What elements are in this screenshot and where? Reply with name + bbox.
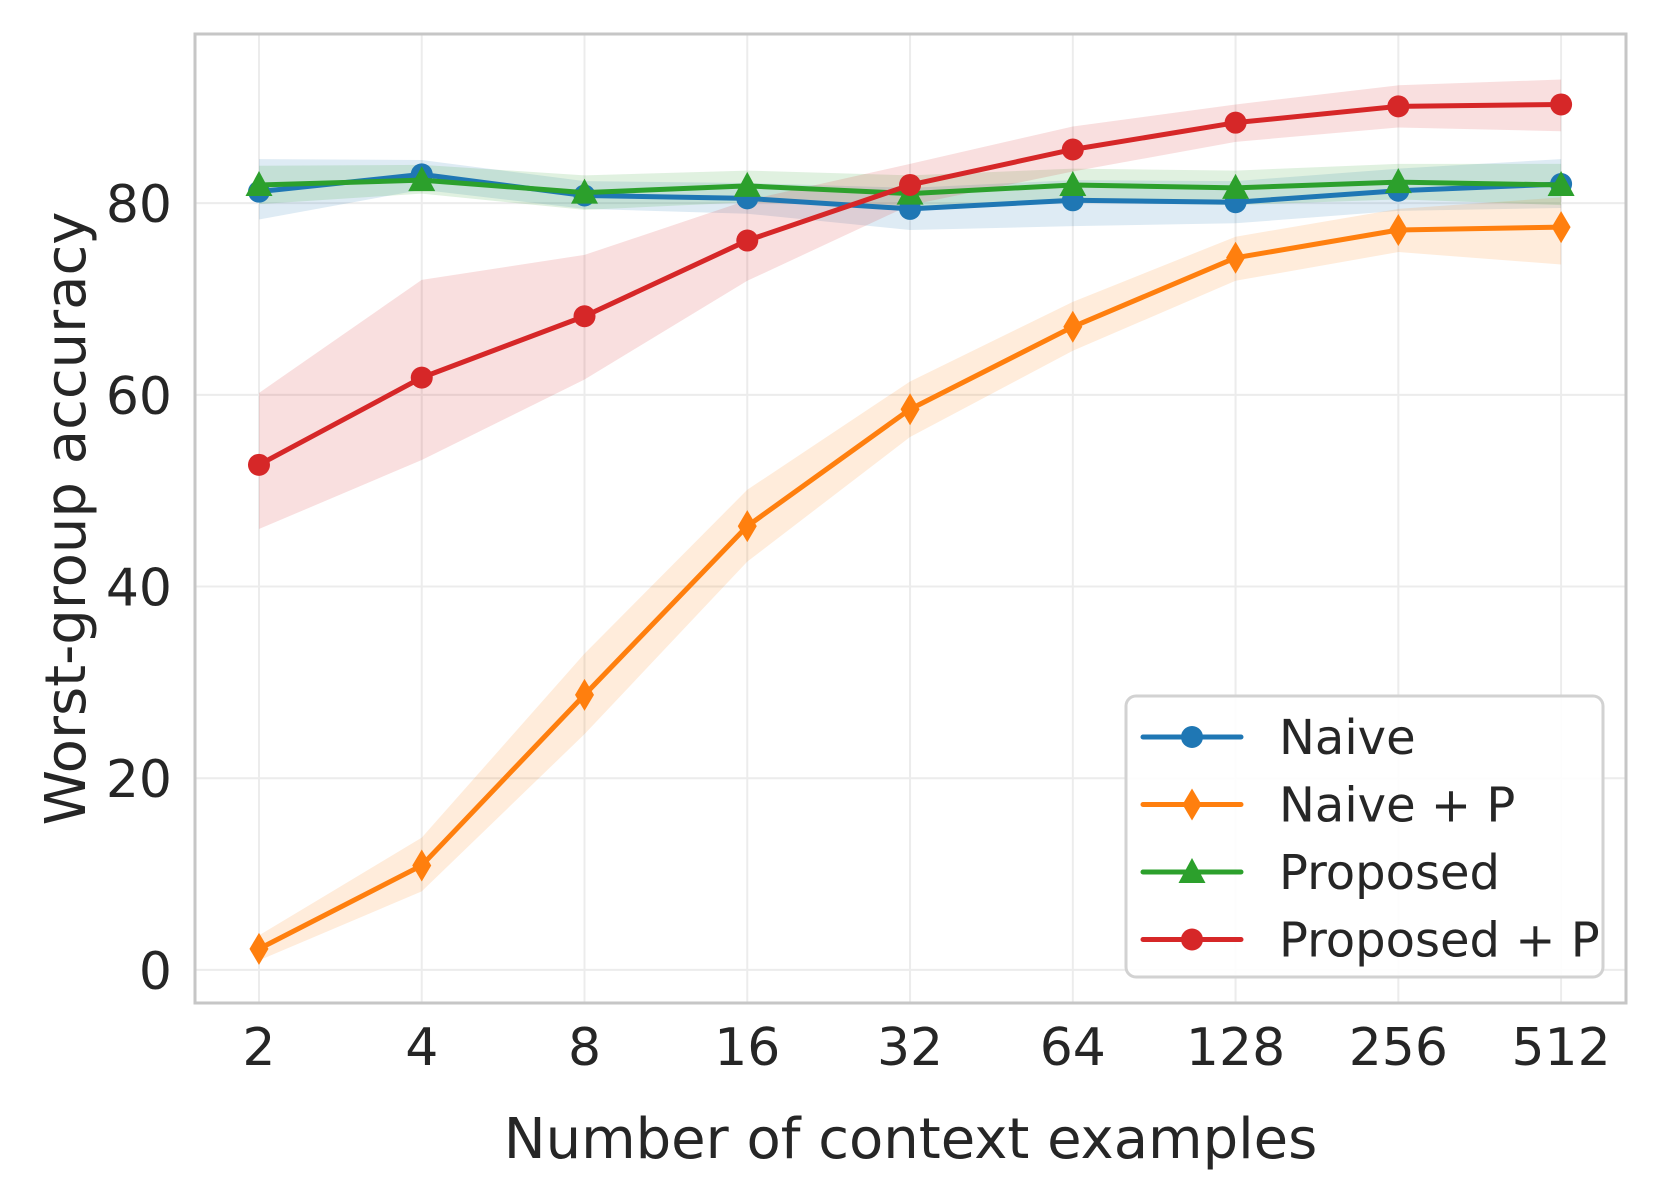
legend-marker-naive (1181, 726, 1203, 748)
data-point-naive-p (1063, 310, 1083, 343)
data-point-proposed (408, 166, 436, 192)
x-tick-label: 512 (1511, 1018, 1610, 1078)
data-point-proposed-p (573, 305, 596, 328)
data-point-proposed (1059, 170, 1087, 196)
y-tick-label: 40 (106, 559, 172, 619)
x-tick-label: 8 (568, 1018, 601, 1078)
data-point-proposed-p (899, 173, 922, 196)
data-point-proposed-p (1061, 138, 1084, 161)
data-point-naive-p (900, 393, 920, 426)
data-point-proposed-p (247, 453, 270, 476)
legend-label-proposed-p: Proposed + P (1279, 913, 1600, 969)
x-tick-label: 256 (1349, 1018, 1448, 1078)
legend-marker-proposed-p (1181, 928, 1203, 951)
x-axis-label: Number of context examples (504, 1107, 1318, 1172)
data-point-proposed (1222, 173, 1250, 199)
y-tick-label: 60 (106, 367, 172, 427)
legend-marker-proposed (1178, 858, 1206, 883)
axes-spines (193, 32, 1628, 1005)
y-tick-label: 80 (106, 175, 172, 235)
y-axis-label: Worst-group accuracy (34, 212, 99, 826)
x-tick-label: 32 (877, 1018, 943, 1078)
data-point-naive-p (737, 510, 757, 543)
data-point-naive-p (412, 849, 432, 882)
data-point-naive-p (1551, 211, 1571, 244)
data-point-proposed-p (1224, 111, 1247, 134)
data-point-naive-p (1226, 241, 1246, 274)
legend-label-naive-p: Naive + P (1279, 778, 1515, 834)
x-tick-label: 16 (714, 1018, 780, 1078)
x-tick-label: 2 (242, 1018, 275, 1078)
data-point-proposed-p (736, 229, 759, 252)
legend-label-naive: Naive (1279, 710, 1416, 766)
data-point-proposed-p (410, 366, 433, 389)
data-point-proposed (733, 171, 761, 197)
y-tick-label: 20 (106, 750, 172, 810)
x-tick-label: 128 (1186, 1018, 1285, 1078)
confidence-band-proposed-p (258, 79, 1562, 530)
data-point-proposed (571, 178, 599, 204)
legend-box (1124, 694, 1605, 979)
data-point-proposed-p (1387, 95, 1410, 118)
data-point-proposed (1384, 168, 1412, 194)
data-point-naive-p (249, 932, 269, 965)
legend-marker-naive-p (1182, 788, 1202, 821)
x-tick-label: 4 (405, 1018, 438, 1078)
legend-label-proposed: Proposed (1279, 845, 1500, 901)
data-point-proposed (1547, 170, 1575, 196)
data-point-naive-p (1388, 214, 1408, 247)
y-tick-label: 0 (139, 942, 172, 1002)
data-point-proposed (245, 170, 273, 196)
data-point-naive-p (575, 678, 595, 711)
x-tick-label: 64 (1040, 1018, 1106, 1078)
data-point-proposed-p (1550, 93, 1573, 116)
